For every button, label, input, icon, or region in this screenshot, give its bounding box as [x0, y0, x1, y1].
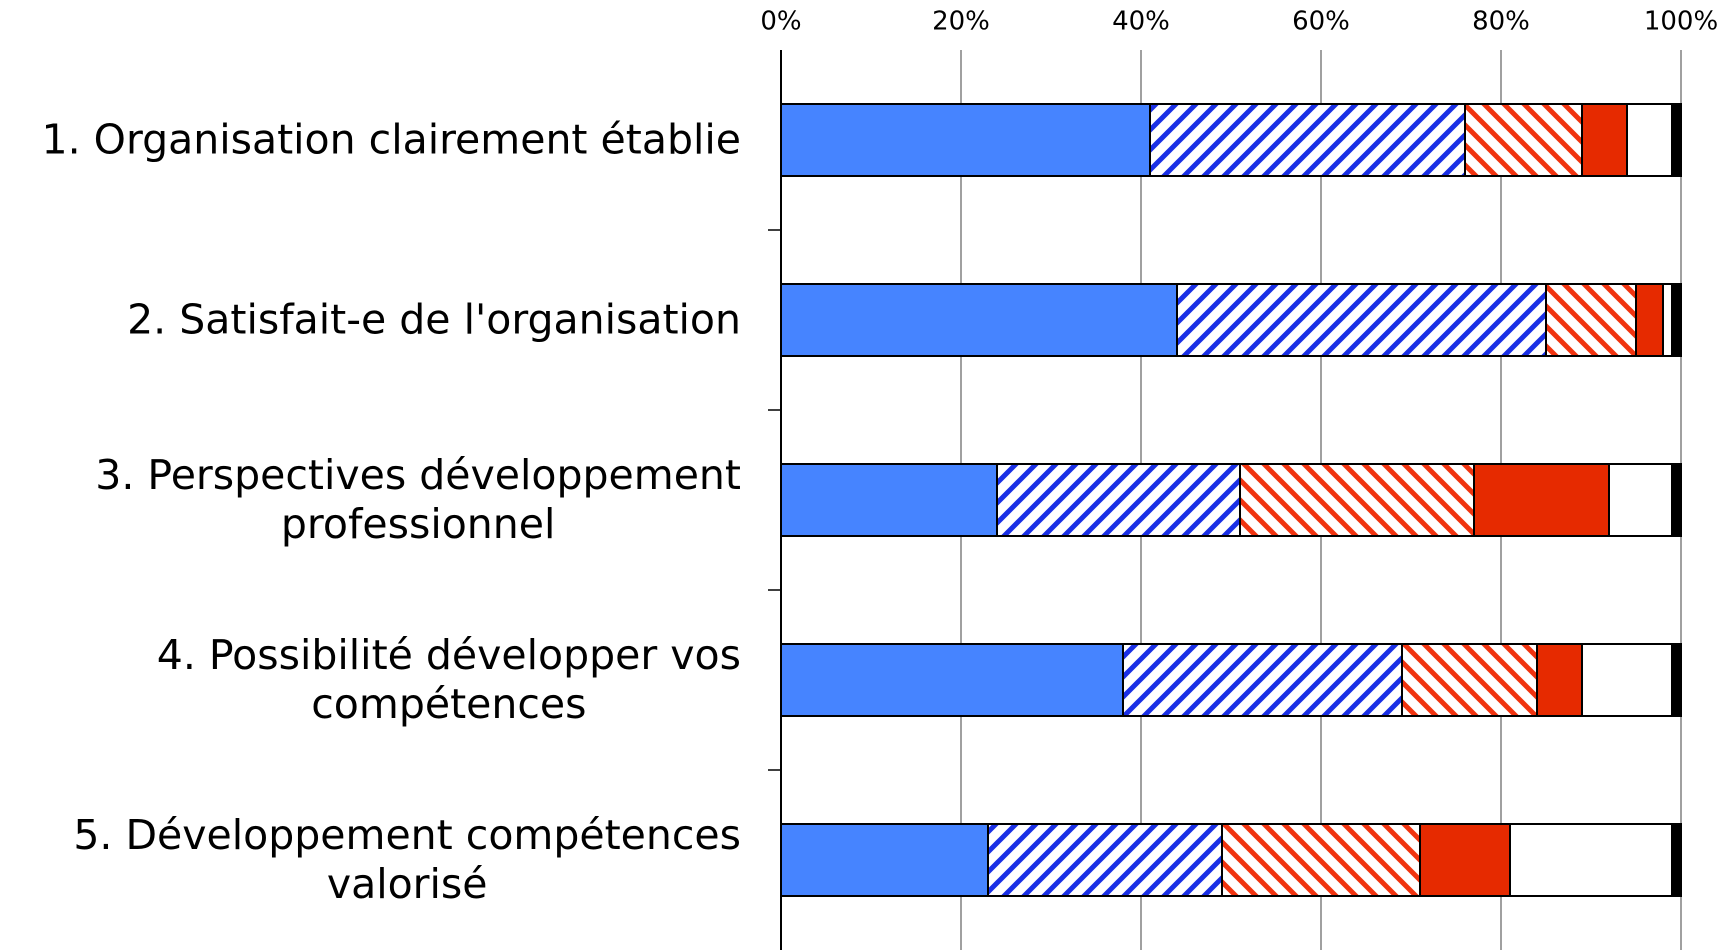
bar-segment — [1626, 103, 1673, 177]
bar-segment — [1581, 643, 1673, 717]
bar-segment — [1464, 103, 1583, 177]
x-tick-label: 20% — [932, 7, 990, 37]
bar-segment — [1536, 643, 1583, 717]
x-tick-label: 40% — [1112, 7, 1170, 37]
category-label: 4. Possibilité développer vos compétence… — [156, 630, 741, 728]
bar-segment — [1671, 463, 1682, 537]
x-tick-label: 0% — [760, 7, 801, 37]
x-tick-label: 80% — [1472, 7, 1530, 37]
bar-segment — [1176, 283, 1547, 357]
category-label: 1. Organisation clairement établie — [41, 115, 741, 164]
bar-segment — [780, 103, 1151, 177]
bar-segment — [1509, 823, 1673, 897]
bar-segment — [1221, 823, 1421, 897]
bar-segment — [1239, 463, 1475, 537]
bar-segment — [1671, 823, 1682, 897]
bar-segment — [1671, 643, 1682, 717]
bar-segment — [1419, 823, 1511, 897]
bar-segment — [1401, 643, 1538, 717]
bar-segment — [1581, 103, 1628, 177]
bar-segment — [1671, 103, 1682, 177]
category-label: 3. Perspectives développement profession… — [95, 450, 741, 548]
bar-segment — [780, 283, 1178, 357]
bar-segment — [1635, 283, 1664, 357]
bar-segment — [1149, 103, 1466, 177]
bar-segment — [1545, 283, 1637, 357]
category-label: 5. Développement compétences valorisé — [73, 810, 741, 908]
bar-segment — [1122, 643, 1403, 717]
bar-segment — [1608, 463, 1673, 537]
bar-segment — [780, 643, 1124, 717]
bar-segment — [987, 823, 1223, 897]
bar-segment — [1662, 283, 1673, 357]
category-label: 2. Satisfait-e de l'organisation — [127, 295, 741, 344]
bar-segment — [1473, 463, 1610, 537]
x-tick-label: 60% — [1292, 7, 1350, 37]
bar-segment — [780, 463, 998, 537]
bar-segment — [996, 463, 1241, 537]
bar-segment — [780, 823, 989, 897]
x-tick-label: 100% — [1644, 7, 1718, 37]
bar-segment — [1671, 283, 1682, 357]
